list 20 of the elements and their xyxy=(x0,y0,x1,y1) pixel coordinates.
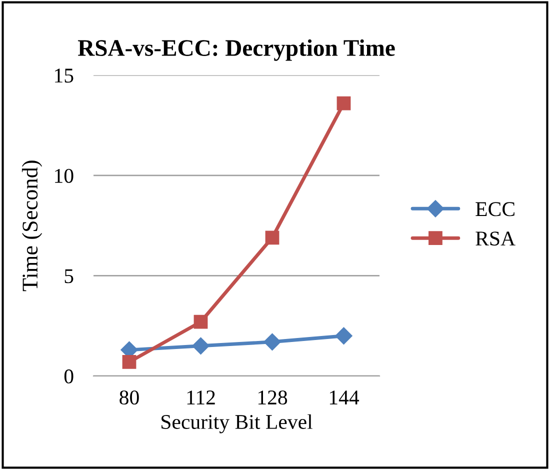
y-tick-label: 0 xyxy=(64,369,74,384)
point xyxy=(194,314,208,329)
point xyxy=(264,333,281,350)
x-tick-label: 144 xyxy=(330,390,360,404)
point xyxy=(265,230,280,245)
x-tick-label: 128 xyxy=(258,390,288,405)
y-tick-label: 5 xyxy=(64,269,74,284)
y-tick-label: 10 xyxy=(55,168,74,183)
x-axis-title: Security Bit Level xyxy=(162,414,312,434)
y-tick-label: 15 xyxy=(55,68,74,83)
point xyxy=(336,96,351,110)
point xyxy=(335,327,352,344)
point xyxy=(192,337,210,354)
x-tick-label: 80 xyxy=(120,390,139,405)
legend-label: RSA xyxy=(476,232,516,246)
chart-title: RSA-vs-ECC: Decryption Time xyxy=(78,39,395,61)
point xyxy=(122,355,136,369)
x-tick-label: 112 xyxy=(187,390,215,404)
legend-label: ECC xyxy=(476,202,514,216)
y-axis-title: Time (Second) xyxy=(22,160,42,292)
